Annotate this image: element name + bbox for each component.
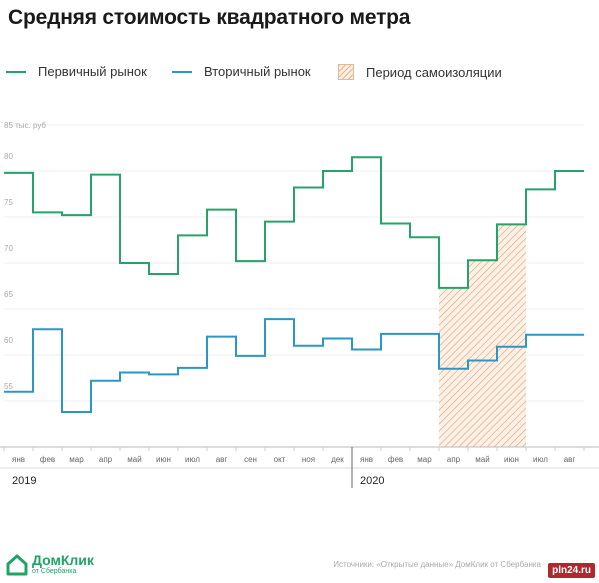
legend-swatch-primary — [6, 70, 26, 73]
legend-item-isolation: Период самоизоляции — [338, 64, 502, 80]
x-tick-label-1: фев — [40, 455, 55, 464]
x-tick-label-3: апр — [99, 455, 113, 464]
x-tick-label-15: апр — [447, 455, 461, 464]
isolation-period-area — [439, 224, 526, 447]
watermark: pln24.ru — [548, 563, 595, 578]
x-tick-label-7: авг — [216, 455, 228, 464]
x-tick-label-11: дек — [331, 455, 344, 464]
x-tick-label-19: авг — [564, 455, 576, 464]
source-note: Источники: «Открытые данные» ДомКлик от … — [333, 560, 541, 569]
series-line-0 — [4, 156, 584, 289]
x-tick-label-0: янв — [12, 455, 25, 464]
y-tick-label-65: 65 — [4, 290, 13, 299]
x-tick-label-18: июл — [533, 455, 548, 464]
legend-swatch-secondary — [172, 70, 192, 73]
legend-label-primary: Первичный рынок — [38, 64, 147, 79]
legend-label-isolation: Период самоизоляции — [366, 64, 502, 80]
x-tick-label-16: май — [475, 455, 489, 464]
x-tick-label-5: июн — [156, 455, 171, 464]
y-tick-label-60: 60 — [4, 336, 13, 345]
x-tick-label-13: фев — [388, 455, 403, 464]
year-label-1: 2020 — [360, 475, 384, 487]
x-tick-label-17: июн — [504, 455, 519, 464]
x-tick-label-4: май — [127, 455, 141, 464]
x-tick-label-2: мар — [69, 455, 84, 464]
x-tick-label-9: окт — [274, 455, 286, 464]
legend-item-primary: Первичный рынок — [6, 64, 147, 79]
legend-item-secondary: Вторичный рынок — [172, 64, 311, 79]
x-tick-label-8: сен — [244, 455, 257, 464]
y-tick-label-55: 55 — [4, 382, 13, 391]
x-tick-label-6: июл — [185, 455, 200, 464]
legend-label-secondary: Вторичный рынок — [204, 64, 311, 79]
logo-sub: от Сбербанка — [32, 568, 77, 575]
chart-title: Средняя стоимость квадратного метра — [8, 6, 411, 29]
y-unit-label: 85 тыс. руб — [4, 121, 46, 130]
x-tick-label-12: янв — [360, 455, 373, 464]
domclick-logo: ДомКлик от Сбербанка — [6, 553, 94, 576]
year-label-0: 2019 — [12, 475, 36, 487]
y-tick-label-70: 70 — [4, 244, 13, 253]
house-icon — [6, 554, 28, 576]
logo-name: ДомКлик — [32, 552, 94, 568]
x-tick-label-10: ноя — [302, 455, 315, 464]
legend-swatch-isolation — [338, 64, 354, 80]
legend: Первичный рынок Вторичный рынок Период с… — [0, 64, 599, 84]
y-tick-label-80: 80 — [4, 152, 13, 161]
series-line-1 — [4, 318, 584, 414]
x-tick-label-14: мар — [417, 455, 432, 464]
y-tick-label-75: 75 — [4, 198, 13, 207]
